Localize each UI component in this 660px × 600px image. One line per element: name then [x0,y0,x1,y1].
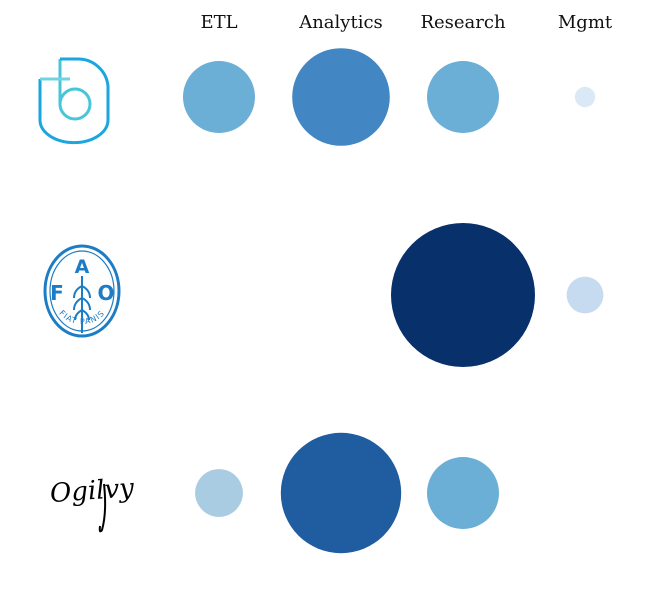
ogilvy-signature-logo: Ogilvy [49,473,135,533]
column-labels: ETL Analytics Research Mgmt [200,12,612,33]
bubbles-layer [183,48,604,554]
bubble-row1-analytics [292,48,390,146]
column-label-etl: ETL [200,12,237,33]
svg-text:O: O [97,281,114,305]
bubble-row3-research [427,457,499,529]
bubble-row1-etl [183,61,255,133]
bubble-row2-research [391,223,535,367]
column-label-research: Research [420,12,506,33]
column-label-analytics: Analytics [298,12,383,33]
bubble-row1-mgmt [574,86,596,108]
fao-fiat-panis-logo: F A O FIAT PANIS [43,244,121,338]
svg-text:A: A [75,256,90,278]
bubble-row1-research [427,61,499,133]
bubble-row2-mgmt [566,276,604,314]
bubble-row3-etl [195,469,243,517]
svg-text:Ogilvy: Ogilvy [49,473,135,509]
bubble-row3-analytics [280,432,402,554]
column-label-mgmt: Mgmt [558,12,613,33]
svg-text:F: F [50,281,64,305]
bluedot-logo [38,57,110,145]
